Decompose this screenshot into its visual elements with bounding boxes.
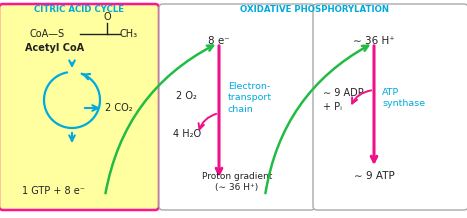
FancyBboxPatch shape: [159, 4, 315, 210]
FancyBboxPatch shape: [0, 4, 159, 210]
Text: ATP
synthase: ATP synthase: [382, 88, 425, 108]
Text: 2 O₂: 2 O₂: [176, 91, 197, 101]
Text: ∼ 9 ADP
+ Pᵢ: ∼ 9 ADP + Pᵢ: [323, 89, 364, 112]
Text: 2 CO₂: 2 CO₂: [105, 103, 133, 113]
FancyBboxPatch shape: [313, 4, 467, 210]
Text: OXIDATIVE PHOSPHORYLATION: OXIDATIVE PHOSPHORYLATION: [241, 5, 389, 14]
Text: Proton gradient
(∼ 36 H⁺): Proton gradient (∼ 36 H⁺): [202, 172, 272, 192]
Text: ∼ 36 H⁺: ∼ 36 H⁺: [353, 36, 395, 46]
Text: 8 e⁻: 8 e⁻: [208, 36, 230, 46]
Text: Acetyl CoA: Acetyl CoA: [25, 43, 84, 53]
Text: CoA—S: CoA—S: [30, 29, 65, 39]
Text: 1 GTP + 8 e⁻: 1 GTP + 8 e⁻: [22, 186, 85, 196]
Text: CH₃: CH₃: [120, 29, 138, 39]
Text: Electron-
transport
chain: Electron- transport chain: [228, 82, 272, 114]
Text: 4 H₂O: 4 H₂O: [173, 129, 201, 139]
Text: O: O: [103, 12, 111, 22]
Text: CITRIC ACID CYCLE: CITRIC ACID CYCLE: [34, 5, 124, 14]
Text: ∼ 9 ATP: ∼ 9 ATP: [354, 171, 394, 181]
